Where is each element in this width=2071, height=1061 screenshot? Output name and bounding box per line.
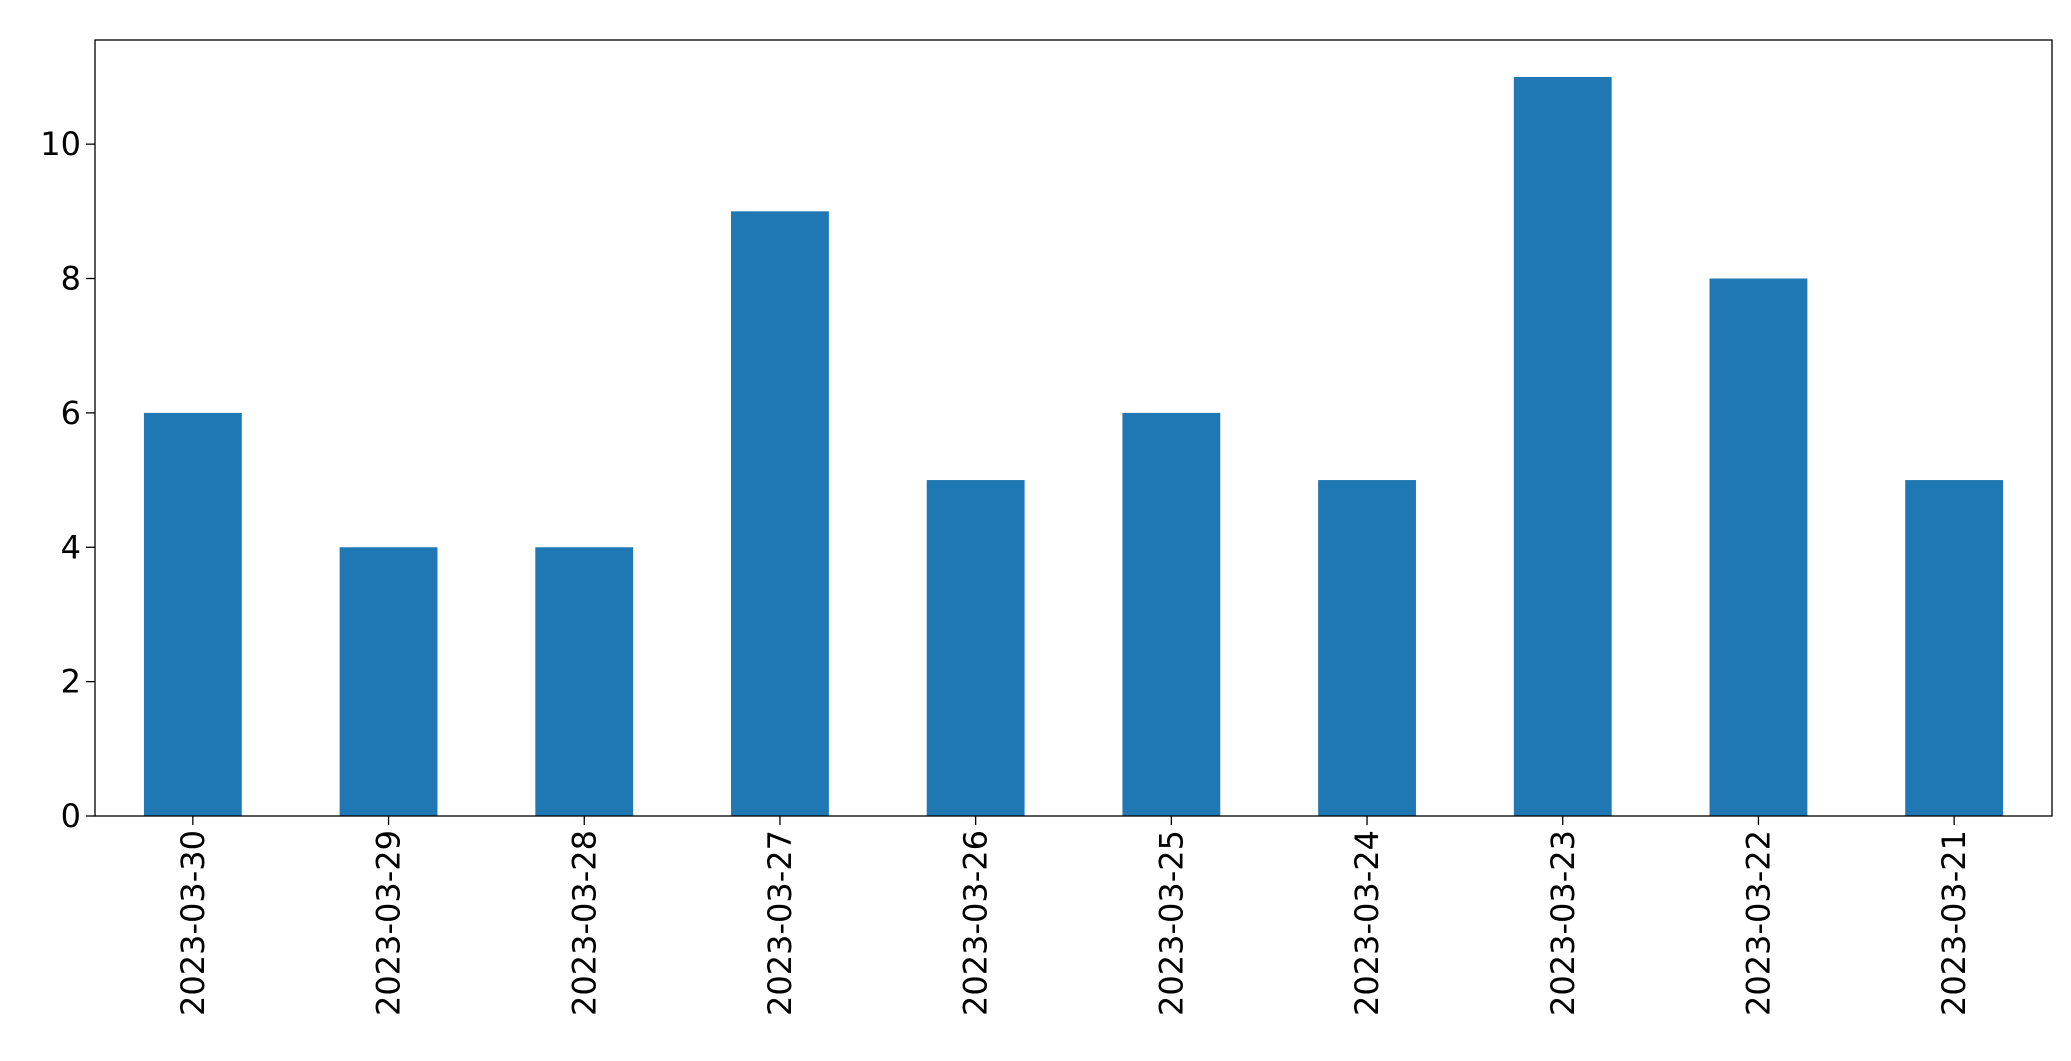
bar [1513,76,1612,816]
bar [1318,480,1416,816]
bar [1905,480,2004,816]
x-tick-label: 2023-03-22 [1739,830,1777,1016]
bar [143,412,242,816]
y-tick-label: 0 [61,797,81,835]
y-tick-label: 2 [61,663,81,701]
bar [926,480,1025,816]
x-tick-label: 2023-03-28 [565,830,603,1016]
y-tick-label: 4 [61,528,81,566]
bar [535,547,634,816]
x-tick-label: 2023-03-29 [370,830,408,1016]
x-tick-label: 2023-03-26 [957,830,995,1016]
y-tick-label: 10 [40,125,81,163]
bar [339,547,438,816]
bar [1709,278,1808,816]
x-tick-label: 2023-03-21 [1935,830,1973,1016]
axes-frame [94,39,2053,817]
x-tick-label: 2023-03-25 [1152,830,1190,1016]
x-tick-label: 2023-03-30 [174,830,212,1016]
bar [1122,412,1221,816]
x-tick-label: 2023-03-27 [761,830,799,1016]
bar [731,211,829,816]
x-tick-label: 2023-03-24 [1348,830,1386,1016]
x-tick-label: 2023-03-23 [1544,830,1582,1016]
y-tick-label: 6 [61,394,81,432]
y-tick-label: 8 [61,260,81,298]
